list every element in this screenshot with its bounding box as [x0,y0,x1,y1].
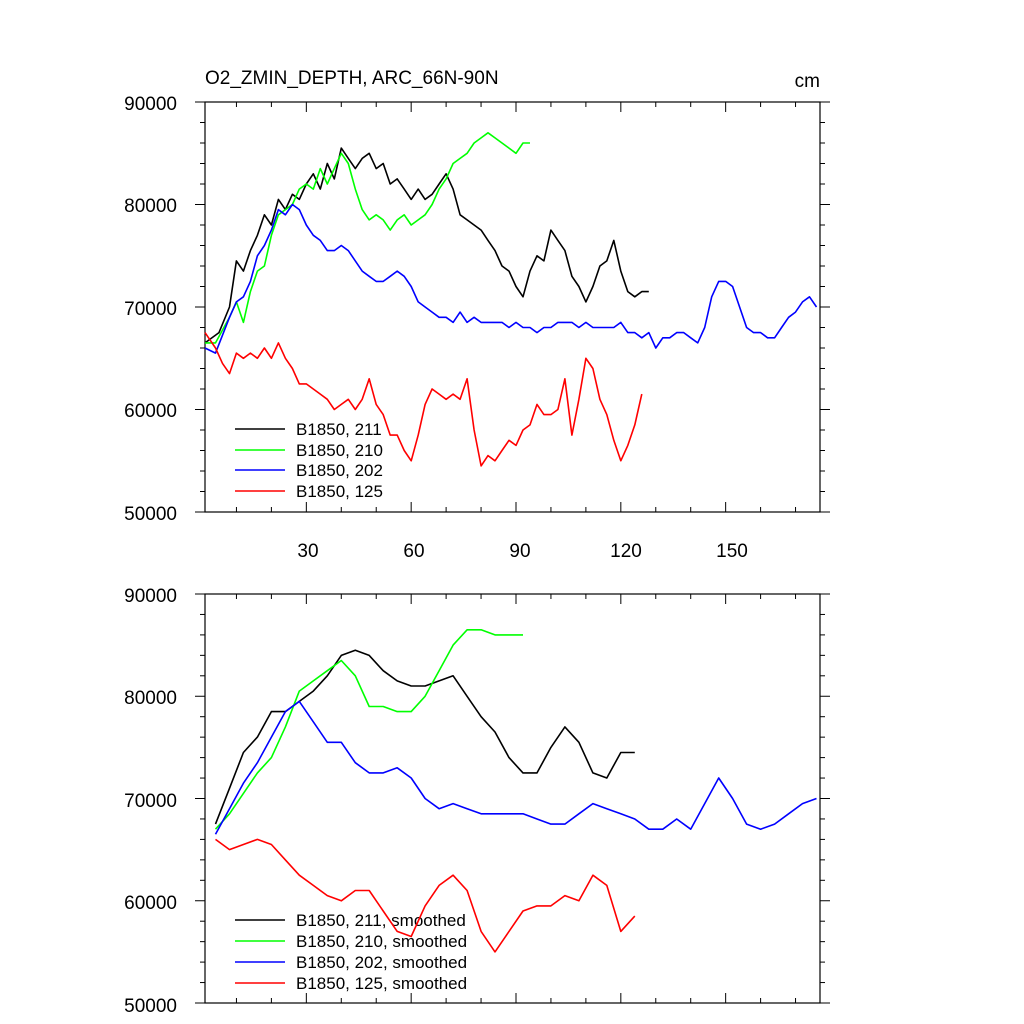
x-tick-label: 30 [297,541,318,562]
series-line-4 [215,838,636,953]
y-axis-tick-labels: 90000 80000 70000 60000 50000 [124,586,177,1017]
series-line-3 [214,700,817,835]
legend-entry: B1850, 125, smoothed [235,974,467,993]
legend: B1850, 211, smoothed B1850, 210, smoothe… [235,911,467,993]
legend-entry: B1850, 211, smoothed [235,911,466,930]
y-tick-label: 50000 [124,504,177,525]
legend-entry: B1850, 211 [235,420,382,439]
y-tick-label: 90000 [124,94,177,115]
y-tick-label: 70000 [124,299,177,320]
y-tick-label: 80000 [124,688,177,709]
plot-axes [195,101,830,513]
legend-entry: B1850, 210, smoothed [235,932,467,951]
x-tick-label: 150 [716,541,748,562]
legend-entry: B1850, 210 [235,441,383,460]
x-axis-tick-labels: 30 60 90 120 150 [297,541,747,562]
legend-label: B1850, 202, smoothed [296,953,467,972]
series-line-4 [204,332,643,467]
legend-label: B1850, 210, smoothed [296,932,467,951]
x-tick-label: 60 [403,541,424,562]
series-line-3 [204,203,818,354]
legend-label: B1850, 211, smoothed [296,911,466,930]
raw-timeseries-panel: O2_ZMIN_DEPTH, ARC_66N-90N cm 90000 8000… [124,68,830,562]
units-label: cm [795,71,820,92]
legend: B1850, 211 B1850, 210 B1850, 202 B1850, … [235,420,383,501]
x-tick-label: 120 [610,541,642,562]
y-tick-label: 50000 [124,996,177,1017]
legend-label: B1850, 211 [296,420,382,439]
y-tick-label: 60000 [124,893,177,914]
legend-label: B1850, 202 [296,461,383,480]
chart-title: O2_ZMIN_DEPTH, ARC_66N-90N [205,68,499,89]
legend-entry: B1850, 202 [235,461,383,480]
y-tick-label: 90000 [124,586,177,607]
legend-label: B1850, 125, smoothed [296,974,467,993]
legend-label: B1850, 125 [296,482,383,501]
y-tick-label: 80000 [124,196,177,217]
series-line-2 [214,628,523,830]
legend-entry: B1850, 202, smoothed [235,953,467,972]
y-axis-tick-labels: 90000 80000 70000 60000 50000 [124,94,177,525]
legend-entry: B1850, 125 [235,482,383,501]
legend-label: B1850, 210 [296,441,383,460]
y-tick-label: 60000 [124,401,177,422]
series-line-2 [205,132,530,344]
smoothed-timeseries-panel: 90000 80000 70000 60000 50000 B1850, 211… [124,586,830,1017]
y-tick-label: 70000 [124,791,177,812]
x-tick-label: 90 [509,541,530,562]
series-line-1 [204,147,649,344]
plot-axes [195,593,830,1004]
